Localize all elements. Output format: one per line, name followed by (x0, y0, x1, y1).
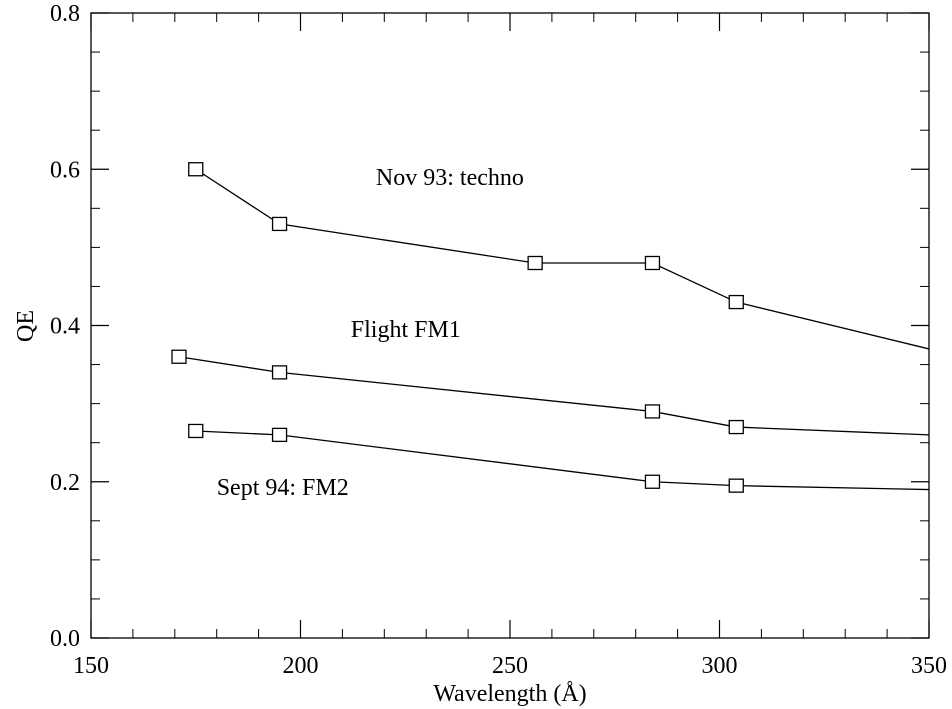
plot-frame (90, 12, 930, 639)
square-marker (188, 423, 204, 439)
square-marker (728, 294, 744, 310)
square-marker (644, 474, 661, 489)
x-tick-label: 200 (283, 653, 319, 679)
series-layer: Nov 93: techno Flight FM1 Sept 94: FM2 (171, 162, 930, 501)
y-tick-label: 0.2 (50, 470, 80, 496)
y-tick-label: 0.8 (50, 1, 80, 27)
square-marker (188, 162, 204, 177)
y-tick-labels: 0.0 0.2 0.4 0.6 0.8 (50, 1, 80, 652)
square-marker (271, 365, 288, 380)
minor-ticks (91, 13, 929, 638)
major-ticks (90, 12, 930, 639)
square-marker (271, 216, 288, 232)
series-1: Nov 93: techno (188, 162, 930, 350)
series-2: Flight FM1 (171, 317, 930, 436)
square-marker (644, 404, 661, 419)
square-marker (527, 255, 543, 271)
series-line (195, 168, 930, 350)
y-tick-label: 0.6 (50, 157, 80, 183)
square-marker (728, 419, 744, 435)
y-axis-label: QE (13, 310, 39, 342)
series-3: Sept 94: FM2 (188, 423, 930, 501)
x-tick-label: 350 (911, 653, 947, 679)
series-line (178, 356, 930, 436)
series-label: Sept 94: FM2 (217, 475, 349, 501)
y-tick-label: 0.0 (50, 626, 80, 652)
square-marker (171, 349, 187, 364)
series-label: Nov 93: techno (376, 165, 524, 191)
x-tick-label: 250 (492, 653, 528, 679)
x-tick-labels: 150 200 250 300 350 (73, 653, 947, 679)
x-axis-label: Wavelength (Å) (433, 681, 586, 707)
square-marker (644, 255, 661, 271)
series-label: Flight FM1 (351, 317, 461, 343)
square-marker (728, 478, 744, 493)
y-tick-label: 0.4 (50, 314, 80, 340)
square-marker (271, 427, 288, 443)
x-tick-label: 300 (702, 653, 738, 679)
x-tick-label: 150 (73, 653, 109, 679)
